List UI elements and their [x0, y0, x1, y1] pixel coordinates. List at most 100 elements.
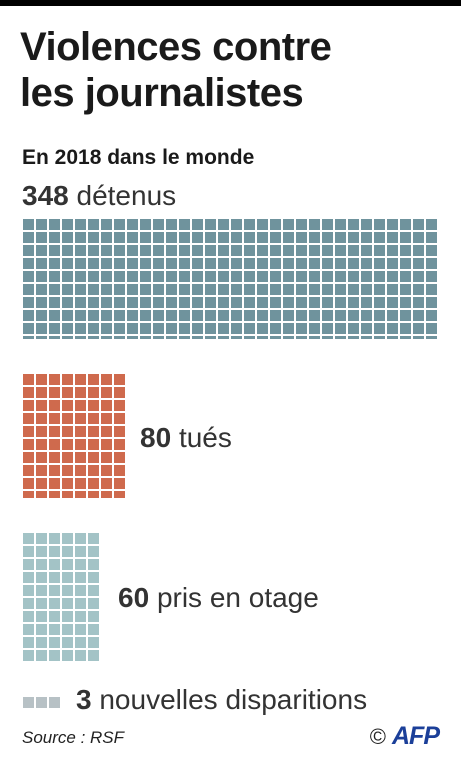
- waffle-square-detenus: [127, 284, 138, 295]
- waffle-square-detenus: [101, 336, 112, 339]
- waffle-square-detenus: [231, 271, 242, 282]
- waffle-square-tues: [88, 426, 99, 437]
- waffle-square-detenus: [413, 297, 424, 308]
- waffle-square-detenus: [361, 245, 372, 256]
- waffle-square-detenus: [36, 310, 47, 321]
- waffle-square-detenus: [101, 310, 112, 321]
- waffle-square-detenus: [153, 310, 164, 321]
- waffle-square-detenus: [244, 297, 255, 308]
- waffle-square-detenus: [400, 219, 411, 230]
- waffle-square-detenus: [36, 258, 47, 269]
- waffle-square-tues: [23, 465, 34, 476]
- waffle-square-detenus: [348, 336, 359, 339]
- waffle-square-tues: [88, 387, 99, 398]
- waffle-square-otages: [62, 559, 73, 570]
- waffle-square-detenus: [36, 284, 47, 295]
- waffle-square-detenus: [413, 245, 424, 256]
- waffle-square-detenus: [270, 323, 281, 334]
- waffle-square-detenus: [62, 336, 73, 339]
- waffle-square-detenus: [153, 232, 164, 243]
- waffle-square-detenus: [231, 310, 242, 321]
- waffle-square-detenus: [23, 284, 34, 295]
- waffle-square-tues: [23, 387, 34, 398]
- waffle-square-detenus: [335, 232, 346, 243]
- waffle-square-detenus: [140, 323, 151, 334]
- waffle-square-otages: [62, 611, 73, 622]
- waffle-square-detenus: [62, 284, 73, 295]
- waffle-square-otages: [23, 572, 34, 583]
- waffle-square-detenus: [413, 310, 424, 321]
- waffle-square-detenus: [192, 271, 203, 282]
- waffle-square-detenus: [140, 336, 151, 339]
- waffle-square-tues: [23, 439, 34, 450]
- waffle-square-detenus: [75, 323, 86, 334]
- waffle-square-tues: [88, 465, 99, 476]
- waffle-square-detenus: [309, 219, 320, 230]
- waffle-square-detenus: [88, 232, 99, 243]
- waffle-square-otages: [36, 637, 47, 648]
- waffle-square-tues: [75, 491, 86, 498]
- waffle-square-detenus: [114, 232, 125, 243]
- waffle-square-detenus: [374, 297, 385, 308]
- waffle-square-detenus: [62, 258, 73, 269]
- waffle-square-tues: [88, 413, 99, 424]
- waffle-square-detenus: [88, 245, 99, 256]
- waffle-square-detenus: [36, 232, 47, 243]
- waffle-square-detenus: [426, 232, 437, 243]
- waffle-square-detenus: [179, 245, 190, 256]
- waffle-square-tues: [101, 374, 112, 385]
- waffle-square-tues: [23, 400, 34, 411]
- waffle-square-tues: [49, 439, 60, 450]
- waffle-square-tues: [101, 452, 112, 463]
- waffle-square-detenus: [179, 310, 190, 321]
- waffle-square-detenus: [140, 271, 151, 282]
- waffle-square-detenus: [322, 258, 333, 269]
- waffle-square-detenus: [374, 245, 385, 256]
- waffle-square-otages: [62, 598, 73, 609]
- waffle-square-detenus: [88, 336, 99, 339]
- waffle-square-otages: [88, 585, 99, 596]
- waffle-square-tues: [62, 439, 73, 450]
- waffle-square-detenus: [23, 336, 34, 339]
- waffle-square-detenus: [426, 258, 437, 269]
- waffle-disparitions: [23, 697, 60, 708]
- waffle-square-tues: [114, 374, 125, 385]
- waffle-square-tues: [36, 413, 47, 424]
- waffle-square-otages: [75, 637, 86, 648]
- waffle-square-otages: [36, 611, 47, 622]
- waffle-square-detenus: [309, 258, 320, 269]
- waffle-square-detenus: [296, 284, 307, 295]
- waffle-square-detenus: [309, 232, 320, 243]
- waffle-square-detenus: [88, 297, 99, 308]
- waffle-square-detenus: [36, 336, 47, 339]
- waffle-square-detenus: [49, 297, 60, 308]
- waffle-square-detenus: [426, 219, 437, 230]
- waffle-square-detenus: [400, 336, 411, 339]
- waffle-square-tues: [36, 452, 47, 463]
- waffle-square-detenus: [296, 310, 307, 321]
- waffle-square-detenus: [205, 323, 216, 334]
- waffle-square-detenus: [153, 271, 164, 282]
- waffle-square-detenus: [244, 219, 255, 230]
- waffle-square-detenus: [335, 258, 346, 269]
- waffle-square-detenus: [114, 310, 125, 321]
- waffle-square-otages: [49, 637, 60, 648]
- waffle-square-detenus: [231, 219, 242, 230]
- waffle-square-detenus: [244, 284, 255, 295]
- waffle-square-detenus: [400, 323, 411, 334]
- waffle-square-detenus: [361, 310, 372, 321]
- waffle-square-detenus: [153, 323, 164, 334]
- waffle-square-detenus: [75, 219, 86, 230]
- waffle-square-detenus: [309, 323, 320, 334]
- text-tues: tués: [178, 422, 232, 453]
- waffle-square-otages: [88, 637, 99, 648]
- waffle-square-detenus: [23, 297, 34, 308]
- waffle-square-tues: [88, 374, 99, 385]
- waffle-square-detenus: [179, 323, 190, 334]
- waffle-square-tues: [75, 387, 86, 398]
- waffle-square-detenus: [244, 310, 255, 321]
- waffle-square-detenus: [257, 271, 268, 282]
- waffle-square-detenus: [387, 310, 398, 321]
- waffle-square-detenus: [166, 258, 177, 269]
- waffle-square-tues: [114, 491, 125, 498]
